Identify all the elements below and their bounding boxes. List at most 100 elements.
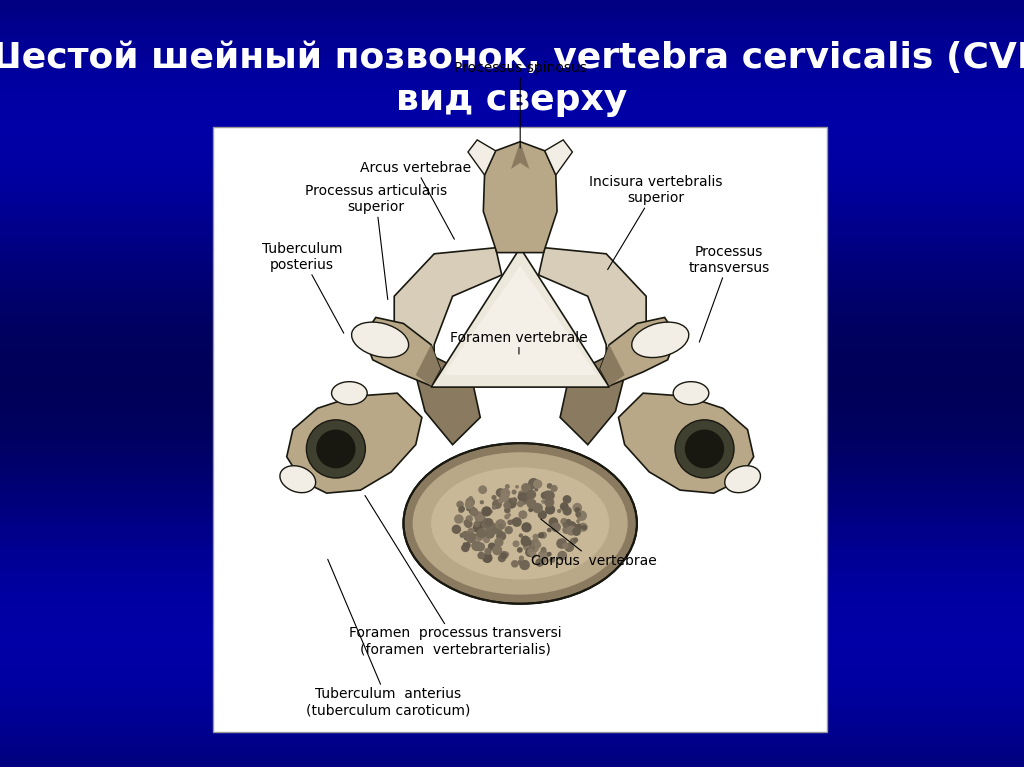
Circle shape <box>466 507 470 511</box>
Circle shape <box>474 512 484 522</box>
Circle shape <box>557 551 567 561</box>
Circle shape <box>458 507 464 513</box>
Bar <box>0 360 1024 364</box>
Text: Corpus  vertebrae: Corpus vertebrae <box>531 519 656 568</box>
Bar <box>0 387 1024 391</box>
Circle shape <box>564 542 574 552</box>
Circle shape <box>477 551 485 559</box>
Bar <box>0 253 1024 257</box>
Bar <box>0 4 1024 8</box>
Bar <box>0 334 1024 337</box>
Circle shape <box>504 502 511 509</box>
Polygon shape <box>431 248 609 387</box>
Bar <box>0 702 1024 706</box>
Bar <box>0 422 1024 426</box>
Bar <box>0 433 1024 437</box>
Bar <box>0 276 1024 280</box>
Bar <box>0 111 1024 115</box>
Circle shape <box>484 548 492 555</box>
Circle shape <box>575 523 582 530</box>
Circle shape <box>487 542 496 551</box>
Circle shape <box>482 518 493 528</box>
Bar <box>0 717 1024 721</box>
Circle shape <box>521 535 529 545</box>
Bar <box>0 522 1024 525</box>
Text: Processus
transversus: Processus transversus <box>688 245 770 342</box>
Bar <box>0 311 1024 314</box>
Circle shape <box>504 514 510 519</box>
Bar <box>0 625 1024 629</box>
Bar <box>0 748 1024 752</box>
Bar <box>0 353 1024 357</box>
Bar <box>0 242 1024 245</box>
Bar <box>0 19 1024 23</box>
Circle shape <box>506 498 516 509</box>
Bar <box>0 491 1024 495</box>
Circle shape <box>492 495 497 500</box>
Circle shape <box>528 542 540 553</box>
Circle shape <box>562 506 571 515</box>
Bar <box>0 709 1024 713</box>
Circle shape <box>484 528 495 538</box>
Circle shape <box>316 430 355 469</box>
Bar <box>0 637 1024 640</box>
Bar <box>0 42 1024 46</box>
Bar <box>0 426 1024 430</box>
Circle shape <box>566 521 577 531</box>
Ellipse shape <box>673 382 709 405</box>
Circle shape <box>528 508 534 512</box>
Circle shape <box>480 532 485 538</box>
Bar <box>0 556 1024 560</box>
Circle shape <box>515 485 519 489</box>
Bar <box>0 58 1024 61</box>
Bar <box>0 211 1024 215</box>
Circle shape <box>535 488 539 492</box>
Circle shape <box>551 522 561 532</box>
Bar <box>0 357 1024 360</box>
Bar <box>0 407 1024 410</box>
Text: Foramen  processus transversi
(foramen  vertebrarterialis): Foramen processus transversi (foramen ve… <box>349 495 562 657</box>
Bar <box>0 598 1024 602</box>
Bar <box>0 199 1024 203</box>
Bar <box>0 376 1024 380</box>
Circle shape <box>538 532 544 538</box>
Circle shape <box>496 531 506 541</box>
Bar <box>0 35 1024 38</box>
Bar <box>0 81 1024 84</box>
Polygon shape <box>618 393 754 493</box>
Text: Tuberculum  anterius
(tuberculum caroticum): Tuberculum anterius (tuberculum caroticu… <box>306 559 470 717</box>
Circle shape <box>477 514 482 519</box>
Circle shape <box>495 538 504 547</box>
Circle shape <box>556 538 567 549</box>
Bar <box>0 694 1024 698</box>
Circle shape <box>526 499 537 509</box>
Bar <box>0 606 1024 610</box>
Circle shape <box>572 538 579 542</box>
Bar <box>0 640 1024 644</box>
Circle shape <box>485 518 494 526</box>
Circle shape <box>544 491 552 499</box>
Ellipse shape <box>332 382 368 405</box>
Circle shape <box>551 485 558 492</box>
Bar <box>0 127 1024 130</box>
Circle shape <box>511 497 517 503</box>
Circle shape <box>522 538 531 548</box>
Text: Foramen vertebrale: Foramen vertebrale <box>451 331 588 354</box>
Bar <box>0 27 1024 31</box>
Bar <box>0 123 1024 127</box>
Bar <box>0 12 1024 15</box>
Bar <box>0 552 1024 556</box>
Circle shape <box>523 544 529 551</box>
Circle shape <box>471 541 482 551</box>
Bar <box>0 8 1024 12</box>
Bar <box>0 372 1024 376</box>
Circle shape <box>475 533 483 541</box>
Text: Processus spinosus: Processus spinosus <box>454 61 587 148</box>
Circle shape <box>527 548 535 555</box>
Bar <box>0 652 1024 656</box>
Bar <box>0 671 1024 675</box>
Bar <box>0 176 1024 180</box>
Bar <box>0 345 1024 349</box>
Circle shape <box>545 490 555 501</box>
Bar <box>0 192 1024 196</box>
